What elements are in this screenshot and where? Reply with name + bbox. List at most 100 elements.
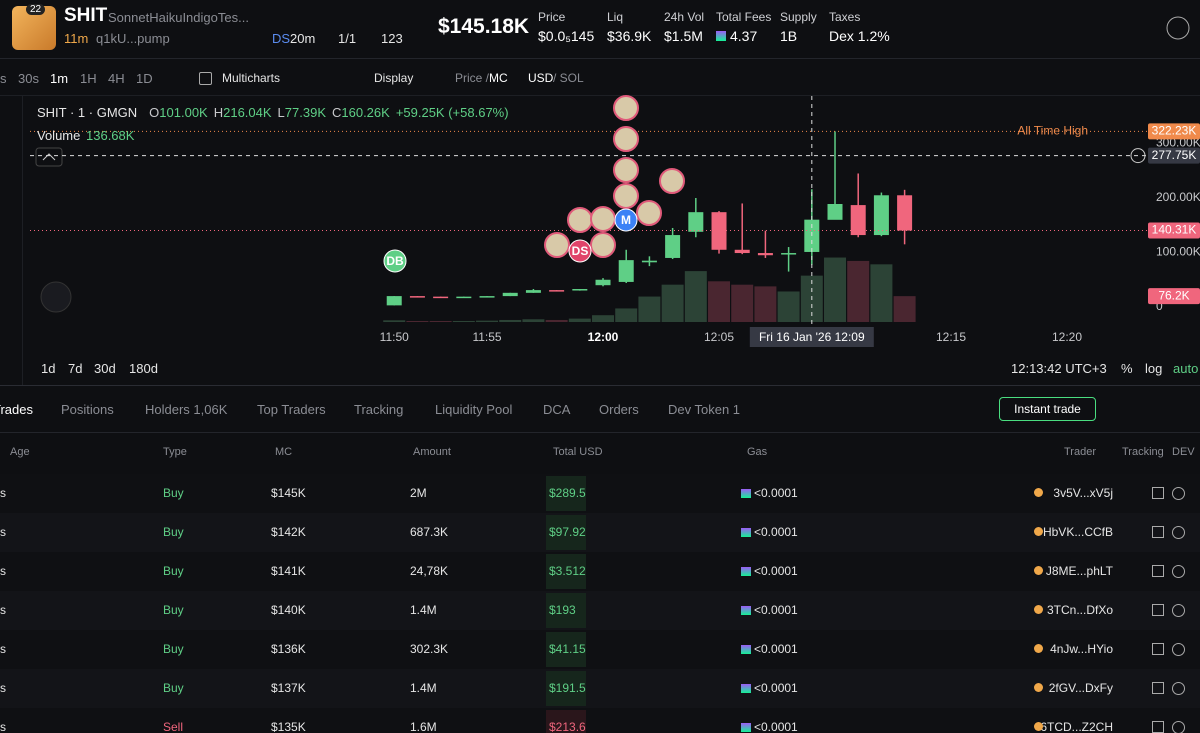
tab[interactable]: Orders	[599, 402, 639, 417]
menu-icon[interactable]	[1172, 682, 1185, 695]
filter-icon[interactable]	[1152, 526, 1164, 538]
volume-bar	[847, 260, 870, 322]
instant-trade-button[interactable]: Instant trade	[999, 397, 1096, 421]
menu-icon[interactable]	[1172, 565, 1185, 578]
token-ticker: SHIT	[64, 5, 108, 26]
menu-icon[interactable]	[1172, 643, 1185, 656]
trader-avatar	[613, 95, 639, 121]
volume-bar	[476, 320, 499, 322]
tab[interactable]: Positions	[61, 402, 114, 417]
volume-bar	[777, 291, 800, 322]
interval-button[interactable]: 1m	[50, 71, 69, 86]
tab[interactable]: Trades	[0, 402, 33, 417]
volume-bar	[754, 286, 777, 322]
trader[interactable]: 3TCn...DfXo	[1046, 603, 1113, 617]
filter-icon[interactable]	[1152, 604, 1164, 616]
tab[interactable]: Holders 1,06K	[145, 402, 228, 417]
column-header[interactable]: MC	[275, 446, 293, 458]
menu-icon[interactable]	[1172, 487, 1185, 500]
usd-toggle[interactable]: USD	[528, 71, 554, 85]
trader[interactable]: 6TCD...Z2CH	[1040, 720, 1113, 733]
tab[interactable]: Tracking	[354, 402, 404, 417]
menu-icon[interactable]	[1172, 526, 1185, 539]
cell: $137K	[271, 681, 306, 695]
candle-body	[734, 249, 750, 254]
mc-toggle[interactable]: MC	[489, 71, 508, 85]
interval-button[interactable]: 1D	[136, 71, 153, 86]
filter-icon[interactable]	[1152, 721, 1164, 733]
stat-label: Price	[538, 10, 566, 24]
range-button[interactable]: 7d	[68, 361, 83, 376]
table-row	[0, 630, 1200, 669]
stat-value: 4.37	[730, 28, 758, 44]
column-header[interactable]: Trader	[1064, 446, 1096, 458]
scale-option[interactable]: log	[1145, 361, 1163, 376]
display[interactable]: Display	[374, 71, 414, 85]
column-header[interactable]: Total USD	[553, 446, 603, 458]
stat-label: 24h Vol	[664, 10, 705, 24]
column-header[interactable]: Gas	[747, 446, 768, 458]
multicharts[interactable]: Multicharts	[222, 71, 281, 85]
collapse-button[interactable]	[35, 147, 63, 167]
stat-value: 1B	[780, 28, 798, 44]
cell: <0.0001	[754, 525, 798, 539]
interval-button[interactable]: 1H	[80, 71, 97, 86]
ohlc-item: H216.04K	[214, 105, 272, 120]
filter-icon[interactable]	[1152, 565, 1164, 577]
trader[interactable]: 3v5V...xV5j	[1053, 486, 1113, 500]
column-header[interactable]: Amount	[413, 446, 451, 458]
stat-label: Liq	[607, 10, 624, 24]
sol-toggle[interactable]: / SOL	[553, 71, 584, 85]
tab[interactable]: DCA	[543, 402, 571, 417]
interval-button[interactable]: s	[0, 71, 7, 86]
token-address[interactable]: q1kU...pump	[96, 31, 170, 46]
trader[interactable]: J8ME...phLT	[1045, 564, 1113, 578]
stat-value: $0.0₅145	[538, 28, 595, 44]
column-header[interactable]: Type	[163, 446, 187, 458]
range-button[interactable]: 1d	[41, 361, 56, 376]
cell: Sell	[163, 720, 184, 733]
stat-label: Total Fees	[716, 10, 772, 24]
tab[interactable]: Liquidity Pool	[435, 402, 513, 417]
trader-icon	[1034, 644, 1043, 653]
candle-body	[618, 260, 634, 282]
cell: $213.6	[549, 720, 586, 733]
candle-body	[665, 235, 681, 258]
crosshair-price-box	[1148, 147, 1200, 164]
trader[interactable]: 2fGV...DxFy	[1048, 681, 1113, 695]
holder-ratio: 1/1	[338, 31, 357, 46]
ohlc-item: C160.26K	[332, 105, 390, 120]
tab[interactable]: Dev Token 1	[668, 402, 741, 417]
scale-option[interactable]: auto	[1173, 361, 1199, 376]
alarm-icon[interactable]	[1166, 16, 1190, 40]
checkbox[interactable]	[199, 72, 212, 85]
menu-icon[interactable]	[1172, 721, 1185, 733]
filter-icon[interactable]	[1152, 682, 1164, 694]
tv-logo	[40, 281, 72, 313]
column-header[interactable]: Age	[10, 446, 30, 458]
candle-body	[827, 203, 843, 220]
price-toggle[interactable]: Price /	[455, 71, 490, 85]
x-tick-label: 12:00	[588, 330, 619, 344]
ath-label: 322.23K	[1152, 124, 1197, 138]
candle-body	[897, 195, 913, 231]
volume-bar	[824, 257, 847, 322]
interval-button[interactable]: 30s	[18, 71, 39, 86]
scale-option[interactable]: %	[1121, 361, 1133, 376]
filter-icon[interactable]	[1152, 487, 1164, 499]
menu-icon[interactable]	[1172, 604, 1185, 617]
trader[interactable]: 4nJw...HYio	[1050, 642, 1113, 656]
cell: 1.6M	[410, 720, 437, 733]
trader-avatar	[613, 157, 639, 183]
table-row	[0, 669, 1200, 708]
volume-bar	[452, 320, 475, 322]
tab[interactable]: Top Traders	[257, 402, 326, 417]
market-cap: $145.18K	[438, 15, 530, 38]
cell: s	[0, 720, 6, 733]
filter-icon[interactable]	[1152, 643, 1164, 655]
range-button[interactable]: 30d	[94, 361, 116, 376]
trade-marker	[568, 239, 592, 263]
interval-button[interactable]: 4H	[108, 71, 125, 86]
range-button[interactable]: 180d	[129, 361, 158, 376]
trader[interactable]: HbVK...CCfB	[1042, 525, 1113, 539]
